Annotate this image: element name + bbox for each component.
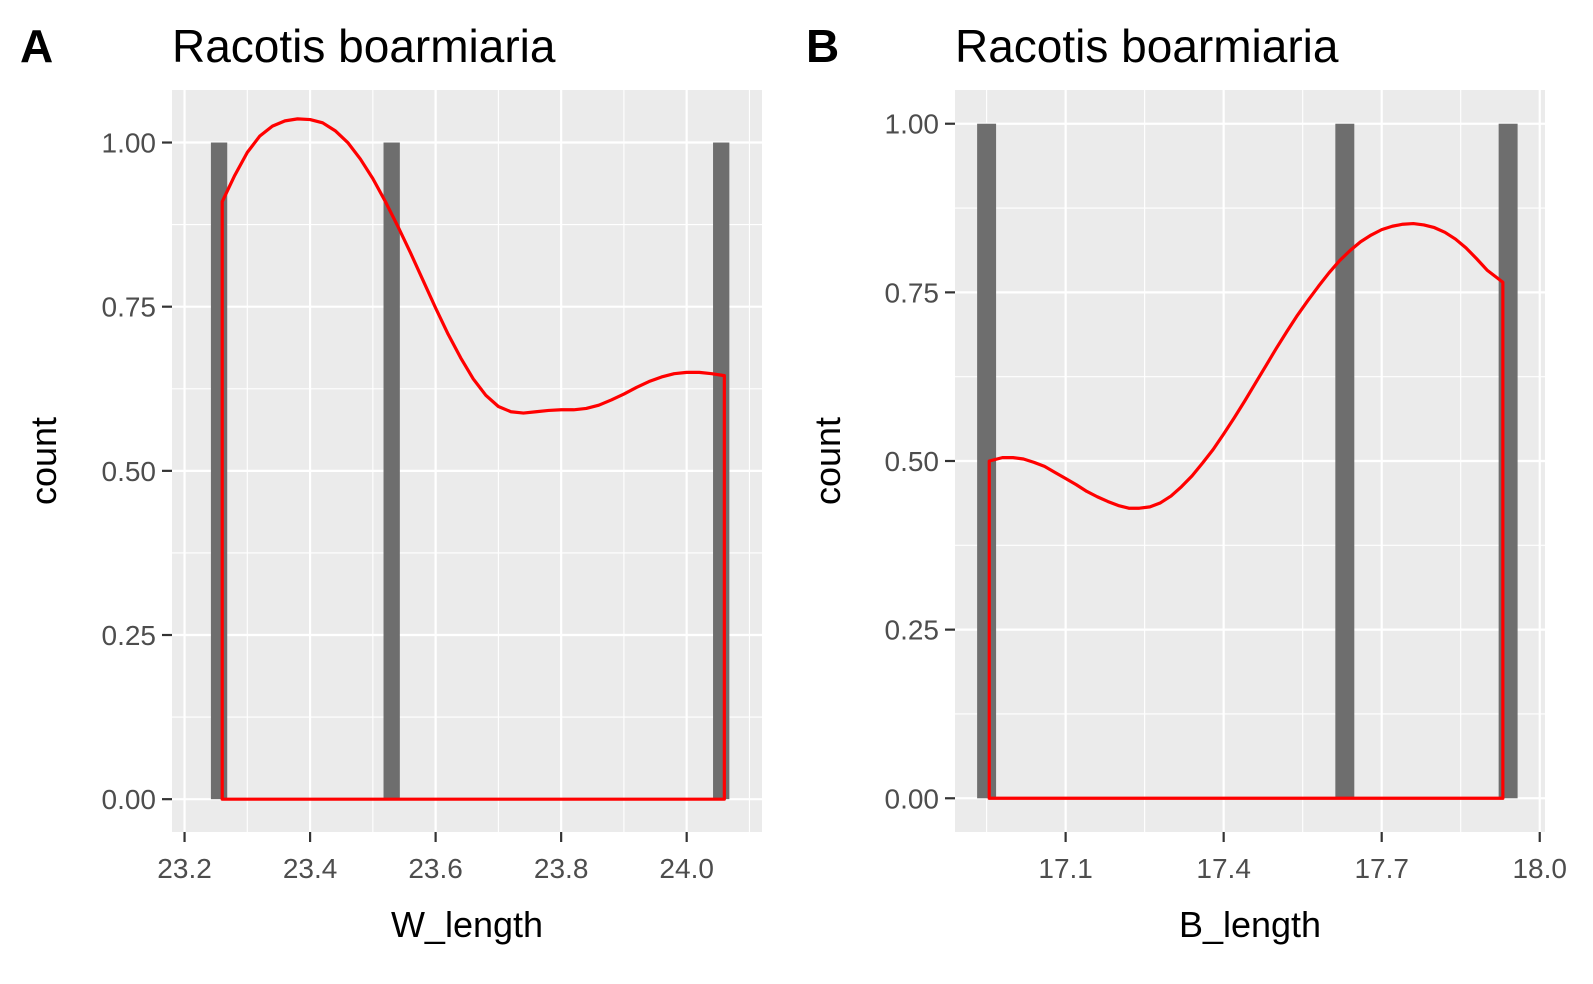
chart-title: Racotis boarmiaria <box>172 20 556 72</box>
x-tick-label: 23.2 <box>157 853 212 884</box>
y-tick-label: 0.25 <box>102 620 157 651</box>
x-tick-label: 17.7 <box>1354 853 1409 884</box>
histogram-bar <box>1335 123 1355 799</box>
histogram-bar <box>210 142 228 800</box>
histogram-bar <box>383 142 400 800</box>
panel-tag: B <box>806 20 839 72</box>
y-tick-label: 0.50 <box>102 456 157 487</box>
y-tick-label: 0.75 <box>102 292 157 323</box>
y-tick-label: 0.00 <box>102 784 157 815</box>
y-axis-title: count <box>807 417 848 505</box>
density-curve <box>220 117 726 801</box>
y-tick-label: 1.00 <box>885 109 940 140</box>
x-tick-label: 17.1 <box>1038 853 1093 884</box>
plot-background <box>172 90 762 832</box>
panel-tag: A <box>20 20 53 72</box>
x-tick-label: 24.0 <box>659 853 714 884</box>
x-axis-title: W_length <box>391 904 543 945</box>
x-tick-label: 23.4 <box>283 853 338 884</box>
y-tick-label: 0.25 <box>885 615 940 646</box>
density-curve <box>987 221 1505 800</box>
y-tick-label: 0.00 <box>885 783 940 814</box>
x-tick-label: 23.6 <box>408 853 463 884</box>
x-tick-label: 18.0 <box>1512 853 1567 884</box>
x-tick-label: 23.8 <box>534 853 589 884</box>
x-axis-title: B_length <box>1179 904 1321 945</box>
panel-a: A Racotis boarmiaria 0.00 0.25 0.50 0.75 1.00 2… <box>20 20 762 945</box>
histogram-bar <box>713 142 730 800</box>
x-tick-label: 17.4 <box>1196 853 1251 884</box>
y-tick-label: 0.50 <box>885 446 940 477</box>
y-axis-title: count <box>23 417 64 505</box>
y-tick-label: 1.00 <box>102 128 157 159</box>
histogram-bar <box>977 123 997 799</box>
panel-b: B Racotis boarmiaria 0.00 0.25 0.50 0.75 1.00 1… <box>806 20 1567 945</box>
chart-title: Racotis boarmiaria <box>955 20 1339 72</box>
y-tick-label: 0.75 <box>885 277 940 308</box>
